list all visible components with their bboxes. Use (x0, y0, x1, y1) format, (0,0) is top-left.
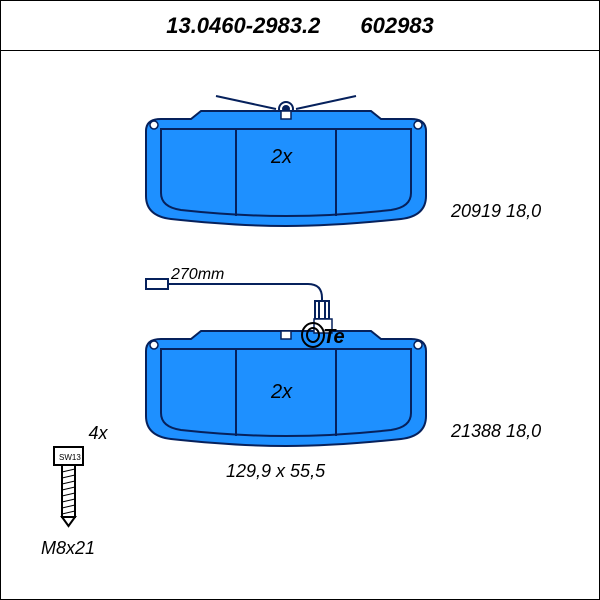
svg-text:Te: Te (323, 326, 344, 348)
part-number-main: 13.0460-2983.2 (166, 13, 320, 39)
wire-length-label: 270mm (171, 266, 224, 284)
bolt-icon: SW13 (46, 444, 91, 529)
bolt-spec: M8x21 (41, 538, 95, 559)
bolt-group: 4x SW13 M8x21 (41, 423, 95, 559)
callout-upper: 20919 18,0 (451, 201, 541, 222)
part-number-short: 602983 (360, 13, 433, 39)
dimensions-label: 129,9 x 55,5 (226, 461, 325, 482)
qty-label-upper: 2x (271, 146, 292, 169)
svg-text:SW13: SW13 (59, 453, 81, 462)
bolt-qty: 4x (71, 423, 125, 444)
header-bar: 13.0460-2983.2 602983 (1, 1, 599, 51)
brand-logo: Te (301, 321, 351, 356)
callout-lower: 21388 18,0 (451, 421, 541, 442)
diagram-frame: 13.0460-2983.2 602983 2x 20919 18,0 (0, 0, 600, 600)
qty-label-lower: 2x (271, 381, 292, 404)
